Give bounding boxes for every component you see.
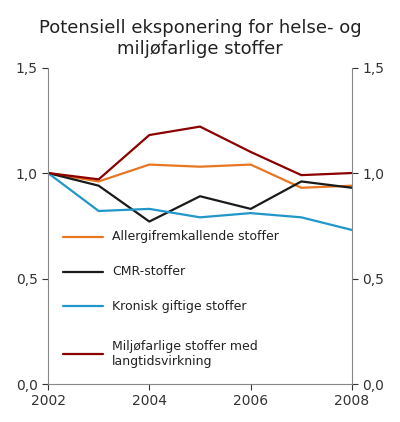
Text: Allergifremkallende stoffer: Allergifremkallende stoffer — [112, 230, 279, 243]
Text: CMR-stoffer: CMR-stoffer — [112, 265, 185, 278]
Title: Potensiell eksponering for helse- og
miljøfarlige stoffer: Potensiell eksponering for helse- og mil… — [39, 19, 361, 58]
Text: Kronisk giftige stoffer: Kronisk giftige stoffer — [112, 300, 246, 313]
Text: Miljøfarlige stoffer med
langtidsvirkning: Miljøfarlige stoffer med langtidsvirknin… — [112, 340, 258, 368]
